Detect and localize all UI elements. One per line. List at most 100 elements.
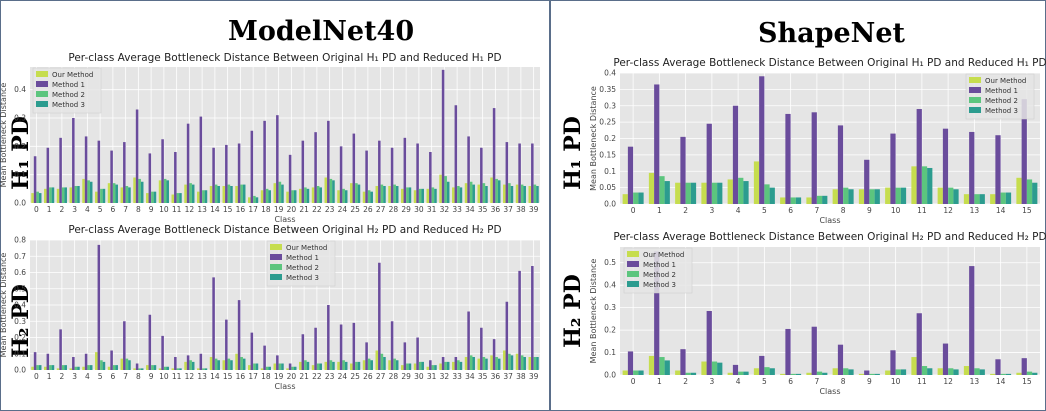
legend-swatch [969,77,981,83]
bar [395,186,399,203]
bar [327,305,330,370]
bar [480,147,483,203]
bar [87,365,90,370]
bar [64,365,67,370]
bar [273,363,277,370]
x-tick-label: 11 [172,205,182,214]
bar [680,349,686,375]
bar [495,178,498,203]
bar [1005,192,1012,204]
x-tick-label: 14 [996,206,1006,215]
legend-swatch [969,97,981,103]
y-axis-label: Mean Bottleneck Distance [0,253,8,358]
bar [848,189,854,204]
bar [202,368,205,370]
x-tick-label: 5 [98,372,103,381]
bar [921,166,928,204]
bar [344,361,348,370]
bar [759,355,765,375]
bar [357,361,361,370]
x-tick-label: 15 [1022,377,1032,386]
bar [806,372,812,375]
x-tick-label: 4 [85,372,90,381]
bar [49,187,52,203]
bar [843,368,849,375]
bar [332,361,335,370]
bar [895,187,901,204]
plot-group: Per-class Average Bottleneck Distance Be… [589,231,1046,396]
bar [406,363,409,370]
bar [46,147,50,203]
bar [153,191,157,203]
bar [291,190,294,203]
bar [151,365,154,370]
bar [278,181,282,203]
y-tick-label: 0.5 [604,258,616,267]
x-tick-label: 5 [762,206,767,215]
bar [51,365,55,370]
bar [492,108,496,203]
bar [240,184,243,203]
x-tick-label: 16 [236,205,246,214]
legend-label: Method 1 [985,87,1018,95]
bar [393,358,396,370]
x-tick-label: 27 [376,372,386,381]
bar [291,366,294,370]
bar [533,357,537,370]
bar [191,361,195,370]
bar [151,191,154,203]
bar [869,373,875,375]
bar [753,161,760,204]
bar [738,177,744,204]
x-tick-label: 1 [47,372,52,381]
legend-label: Method 2 [643,271,676,279]
bar [390,147,394,203]
bar [209,186,213,203]
x-tick-label: 37 [503,205,513,214]
bar [102,361,106,370]
x-tick-label: 19 [274,372,284,381]
bar [780,373,786,375]
bar [288,363,292,370]
bar [895,369,901,375]
bar [408,363,412,370]
bar [74,366,78,370]
bar [429,152,432,203]
bar [222,360,226,370]
bar [413,190,417,203]
x-tick-label: 35 [478,372,488,381]
bar [95,352,98,370]
x-tick-label: 15 [223,205,233,214]
bar [253,195,256,203]
legend-label: Method 3 [985,107,1018,115]
bar [46,353,50,370]
y-tick-label: 0.2 [604,326,616,335]
x-tick-label: 28 [389,205,399,214]
legend-label: Method 1 [52,81,85,89]
x-tick-label: 17 [248,205,258,214]
bar [176,368,180,370]
bar [186,355,190,370]
bar [179,368,182,370]
bar [780,197,786,204]
bar [49,365,52,370]
x-tick-label: 6 [788,377,793,386]
x-tick-label: 12 [943,206,953,215]
bar [864,370,870,375]
chart-title: Per-class Average Bottleneck Distance Be… [68,224,501,236]
bar [505,301,509,370]
bar [278,363,282,370]
bar [235,353,238,370]
x-tick-label: 10 [159,205,169,214]
bar [690,182,697,204]
bar [95,191,98,203]
x-tick-label: 30 [414,372,424,381]
bar [743,181,749,204]
bar [446,361,450,370]
bar [418,361,422,370]
bar [441,69,445,203]
bar [508,183,511,203]
bar [421,361,424,370]
bar [503,350,506,370]
bar [64,187,67,203]
